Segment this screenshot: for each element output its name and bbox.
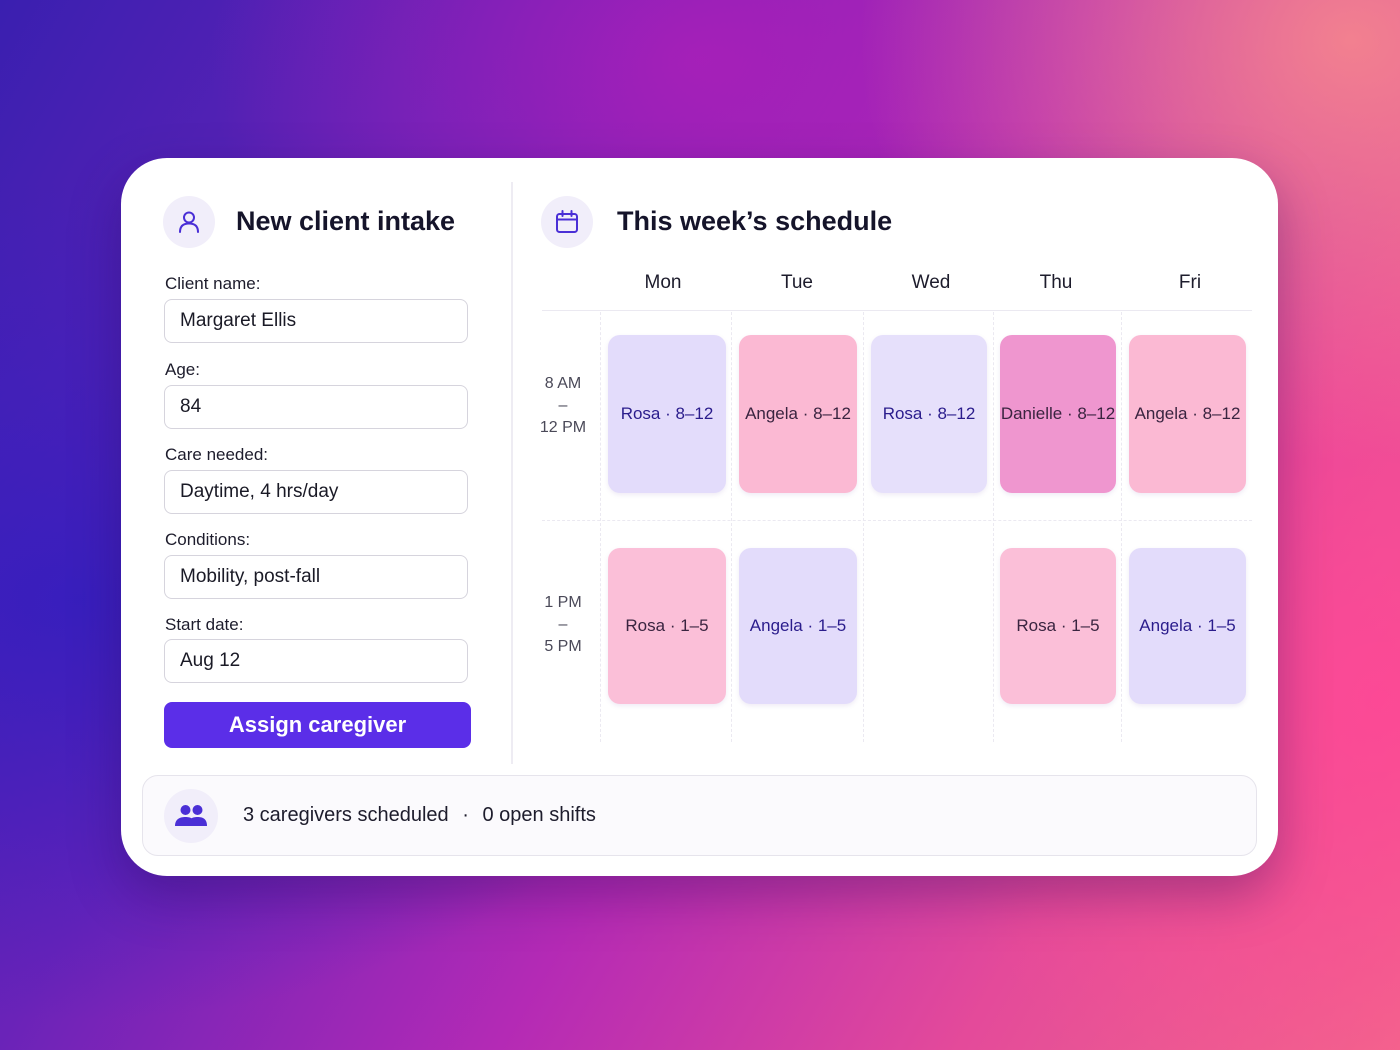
grid-col-line xyxy=(731,312,732,742)
time-slot-morning: 8 AM – 12 PM xyxy=(537,373,589,439)
shift-fri-afternoon[interactable]: Angela · 1–5 xyxy=(1129,548,1246,704)
summary-text: 3 caregivers scheduled · 0 open shifts xyxy=(243,804,596,827)
client-intake-panel: New client intake Client name: Margaret … xyxy=(121,158,511,768)
time-start: 8 AM xyxy=(544,375,582,392)
calendar-icon-badge xyxy=(541,196,593,248)
shift-fri-morning[interactable]: Angela · 8–12 xyxy=(1129,335,1246,493)
grid-col-line xyxy=(1121,312,1122,742)
time-separator: – xyxy=(558,397,568,414)
start-date-label: Start date: xyxy=(165,615,244,634)
client-name-label: Client name: xyxy=(165,274,261,293)
schedule-title: This week’s schedule xyxy=(617,206,893,236)
slot-rule xyxy=(542,520,1252,521)
shift-tue-morning[interactable]: Angela · 8–12 xyxy=(739,335,857,493)
time-end: 12 PM xyxy=(539,419,587,436)
care-needed-label: Care needed: xyxy=(165,445,269,464)
caregivers-count: 3 caregivers scheduled xyxy=(243,804,449,826)
open-shifts-count: 0 open shifts xyxy=(482,804,596,826)
shift-thu-morning[interactable]: Danielle · 8–12 xyxy=(1000,335,1116,493)
intake-schedule-card: New client intake Client name: Margaret … xyxy=(121,158,1278,876)
day-header-wed: Wed xyxy=(911,272,951,293)
age-label: Age: xyxy=(165,360,200,379)
intake-title: New client intake xyxy=(236,206,456,236)
grid-col-line xyxy=(863,312,864,742)
calendar-icon xyxy=(556,210,578,233)
people-icon-badge xyxy=(164,789,218,843)
schedule-panel: This week’s schedule Mon Tue Wed Thu Fri… xyxy=(513,158,1278,768)
time-start: 1 PM xyxy=(544,594,582,611)
shift-mon-morning[interactable]: Rosa · 8–12 xyxy=(608,335,726,493)
shift-thu-afternoon[interactable]: Rosa · 1–5 xyxy=(1000,548,1116,704)
day-header-tue: Tue xyxy=(780,272,814,293)
time-slot-afternoon: 1 PM – 5 PM xyxy=(537,592,589,658)
shift-tue-afternoon[interactable]: Angela · 1–5 xyxy=(739,548,857,704)
people-icon xyxy=(175,805,207,826)
age-field[interactable]: 84 xyxy=(164,385,468,429)
start-date-field[interactable]: Aug 12 xyxy=(164,639,468,683)
shift-wed-morning[interactable]: Rosa · 8–12 xyxy=(871,335,987,493)
client-name-field[interactable]: Margaret Ellis xyxy=(164,299,468,343)
day-header-mon: Mon xyxy=(644,272,682,293)
assign-caregiver-button[interactable]: Assign caregiver xyxy=(164,702,471,748)
conditions-field[interactable]: Mobility, post-fall xyxy=(164,555,468,599)
user-icon xyxy=(179,211,199,233)
time-end: 5 PM xyxy=(544,638,582,655)
shift-mon-afternoon[interactable]: Rosa · 1–5 xyxy=(608,548,726,704)
header-rule xyxy=(542,310,1252,311)
schedule-summary-bar: 3 caregivers scheduled · 0 open shifts xyxy=(142,775,1257,856)
summary-separator: · xyxy=(462,804,469,826)
user-icon-badge xyxy=(163,196,215,248)
care-needed-field[interactable]: Daytime, 4 hrs/day xyxy=(164,470,468,514)
panel-divider xyxy=(511,182,513,764)
day-header-fri: Fri xyxy=(1178,272,1202,293)
day-header-thu: Thu xyxy=(1039,272,1073,293)
conditions-label: Conditions: xyxy=(165,530,251,549)
grid-col-line xyxy=(600,312,601,742)
grid-col-line xyxy=(993,312,994,742)
time-separator: – xyxy=(558,616,568,633)
